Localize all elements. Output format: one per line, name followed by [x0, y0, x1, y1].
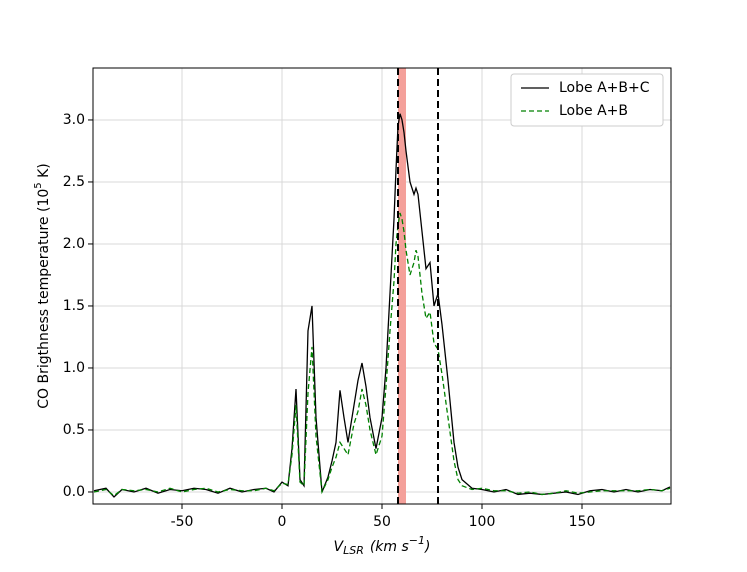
- legend-box: [510, 73, 664, 127]
- y-tick-label: 3.0: [63, 112, 85, 128]
- y-label-part: K): [36, 163, 52, 182]
- plot-frame: [92, 67, 672, 505]
- x-label-sub: LSR: [343, 544, 364, 557]
- x-label-part: V: [334, 539, 345, 555]
- legend-label: Lobe A+B: [559, 103, 628, 119]
- y-axis-label: CO Brigthness temperature (105 K): [33, 163, 52, 408]
- x-tick-label: 150: [569, 514, 596, 530]
- x-axis-label: VLSR (km s−1): [334, 534, 431, 557]
- series-line: [93, 113, 671, 498]
- x-label-part: (km s: [370, 539, 409, 555]
- y-tick-label: 2.5: [63, 174, 85, 190]
- y-tick-label: 0.0: [63, 484, 85, 500]
- y-tick-label: 1.5: [63, 298, 85, 314]
- y-label-sup: 5: [33, 182, 44, 188]
- series-line: [93, 212, 671, 497]
- x-tick-label: 0: [278, 514, 287, 530]
- x-tick-label: 50: [373, 514, 391, 530]
- y-label-part: CO Brigthness temperature (10: [36, 189, 52, 409]
- legend-label: Lobe A+B+C: [559, 80, 650, 96]
- y-tick-label: 2.0: [63, 236, 85, 252]
- highlight-band: [398, 68, 406, 504]
- x-tick-label: -50: [171, 514, 194, 530]
- x-tick-label: 100: [469, 514, 496, 530]
- y-tick-label: 1.0: [63, 360, 85, 376]
- x-label-sup: −1: [409, 534, 425, 547]
- y-tick-label: 0.5: [63, 422, 85, 438]
- x-label-part: ): [424, 539, 430, 555]
